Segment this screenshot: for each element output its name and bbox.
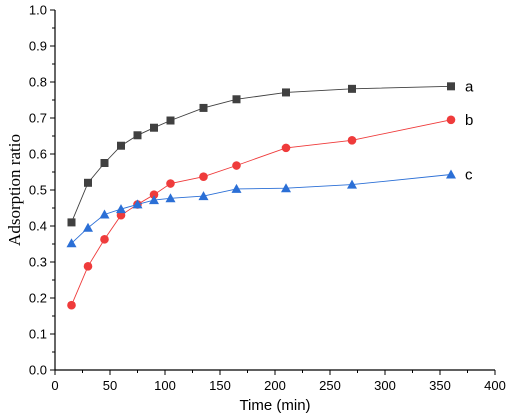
series-c-point	[165, 193, 176, 203]
y-tick-label: 0.5	[29, 183, 47, 198]
series-b-label: b	[465, 112, 473, 129]
series-a-label: a	[465, 78, 474, 95]
series-b-point	[67, 300, 76, 310]
ticks: 0 50 100 150 200 250 300 350 400 0.0 0.1 0.2 0.3 0.4 0…	[29, 3, 506, 394]
series-c-label: c	[465, 167, 473, 184]
series-b-point	[446, 115, 456, 125]
x-tick-label: 350	[429, 378, 451, 393]
series-a-point	[199, 103, 208, 112]
series-c-point	[281, 183, 291, 193]
axes	[54, 10, 495, 371]
series-a-point	[133, 131, 142, 140]
series-b-point	[232, 161, 241, 170]
series-a-line	[71, 85, 452, 223]
y-tick-label: 0.0	[29, 363, 47, 378]
series-b-point	[166, 179, 175, 188]
y-tick-label: 0.9	[29, 39, 47, 54]
series-b-line	[71, 119, 452, 306]
series-b-point	[281, 143, 291, 153]
x-axis-label: Time (min)	[239, 397, 310, 414]
series-c-point	[132, 199, 143, 209]
series-group	[66, 82, 456, 310]
x-tick-label: 200	[264, 378, 286, 393]
y-tick-label: 0.7	[29, 111, 47, 126]
y-tick-label: 0.6	[29, 147, 47, 162]
x-tick-label: 50	[103, 378, 117, 393]
series-c-point	[446, 169, 456, 179]
x-tick-label: 300	[374, 378, 396, 393]
series-a-point	[67, 218, 76, 227]
x-tick-label: 150	[209, 378, 231, 393]
series-c-point	[231, 183, 242, 193]
x-tick-label: 0	[51, 378, 58, 393]
series-labels: ab c	[465, 78, 474, 183]
series-b-point	[100, 235, 109, 244]
series-b-point	[199, 172, 208, 181]
series-c-point	[99, 209, 110, 219]
y-tick-label: 0.1	[29, 327, 47, 342]
series-c-point	[347, 179, 357, 189]
y-tick-label: 0.2	[29, 291, 47, 306]
series-b-point	[149, 190, 159, 199]
y-tick-label: 0.4	[29, 219, 47, 234]
y-tick-label: 0.8	[29, 75, 47, 90]
series-c-point	[198, 191, 209, 201]
series-a-point	[150, 123, 158, 132]
series-a-point	[447, 82, 455, 91]
x-tick-label: 250	[319, 378, 341, 393]
series-c-point	[83, 222, 93, 232]
series-b-point	[347, 136, 357, 145]
series-a-point	[117, 141, 125, 150]
y-tick-label: 1.0	[29, 3, 47, 18]
series-c-point	[116, 204, 126, 214]
x-tick-label: 400	[484, 378, 506, 393]
series-b-point	[83, 262, 93, 271]
series-a-point	[84, 178, 92, 187]
series-c-line	[71, 174, 452, 244]
series-c-point	[149, 195, 159, 205]
x-tick-label: 100	[154, 378, 176, 393]
y-tick-label: 0.3	[29, 255, 47, 270]
y-axis-label: Adsorption ratio	[5, 134, 24, 246]
series-a-point	[166, 116, 175, 125]
series-a-point	[348, 84, 356, 93]
series-c-point	[66, 238, 77, 248]
series-a-point	[100, 159, 109, 167]
series-a-point	[282, 88, 290, 97]
series-a-point	[232, 95, 241, 104]
